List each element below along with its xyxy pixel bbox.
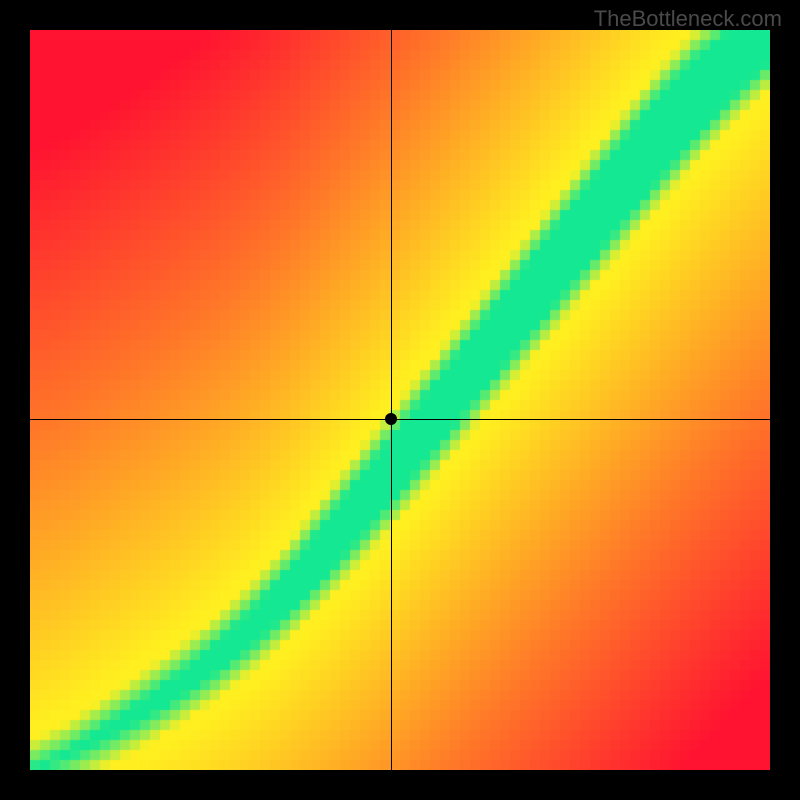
chart-container: TheBottleneck.com <box>0 0 800 800</box>
data-point <box>385 413 397 425</box>
crosshair-horizontal <box>30 419 770 420</box>
watermark-text: TheBottleneck.com <box>594 6 782 32</box>
heatmap-area <box>30 30 770 770</box>
heatmap-canvas <box>30 30 770 770</box>
crosshair-vertical <box>391 30 392 770</box>
